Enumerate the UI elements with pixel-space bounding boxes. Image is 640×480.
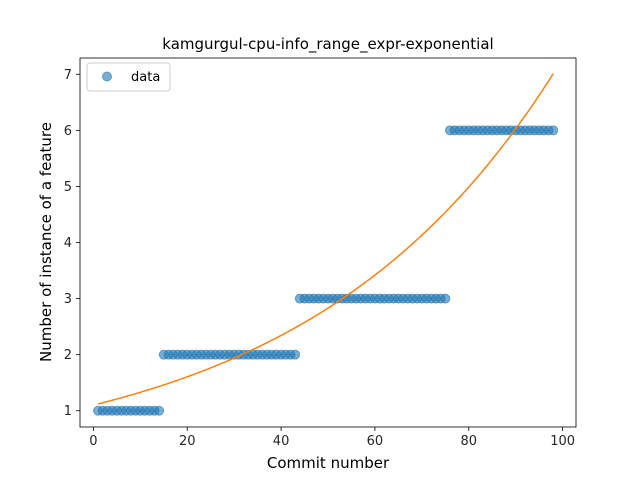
plot-area	[93, 73, 559, 416]
data-point	[290, 349, 301, 360]
data-point	[154, 405, 165, 416]
chart-title: kamgurgul-cpu-info_range_expr-exponentia…	[162, 35, 493, 54]
x-tick-label: 0	[89, 434, 97, 449]
y-tick-label: 6	[64, 124, 72, 139]
x-tick-label: 60	[367, 434, 384, 449]
legend: data	[86, 62, 171, 92]
legend-marker-data	[102, 71, 112, 82]
y-axis-label: Number of instance of a feature	[37, 122, 55, 362]
x-tick-label: 80	[461, 434, 478, 449]
y-tick-label: 2	[64, 348, 72, 363]
data-point	[548, 125, 559, 136]
x-axis-label: Commit number	[267, 454, 390, 472]
data-point	[440, 293, 451, 304]
axes: 0 20 40 60 80 100 1 2 3 4 5 6 7	[64, 57, 577, 449]
fit-line	[97, 73, 554, 405]
x-tick-label: 100	[550, 434, 575, 449]
y-tick-label: 4	[64, 236, 72, 251]
y-tick-label: 5	[64, 180, 72, 195]
legend-box	[86, 62, 171, 92]
y-tick-label: 7	[64, 68, 72, 83]
y-tick-label: 1	[64, 404, 72, 419]
x-tick-label: 40	[273, 434, 290, 449]
x-tick-label: 20	[179, 434, 196, 449]
y-tick-label: 3	[64, 292, 72, 307]
legend-label-data: data	[131, 70, 160, 85]
